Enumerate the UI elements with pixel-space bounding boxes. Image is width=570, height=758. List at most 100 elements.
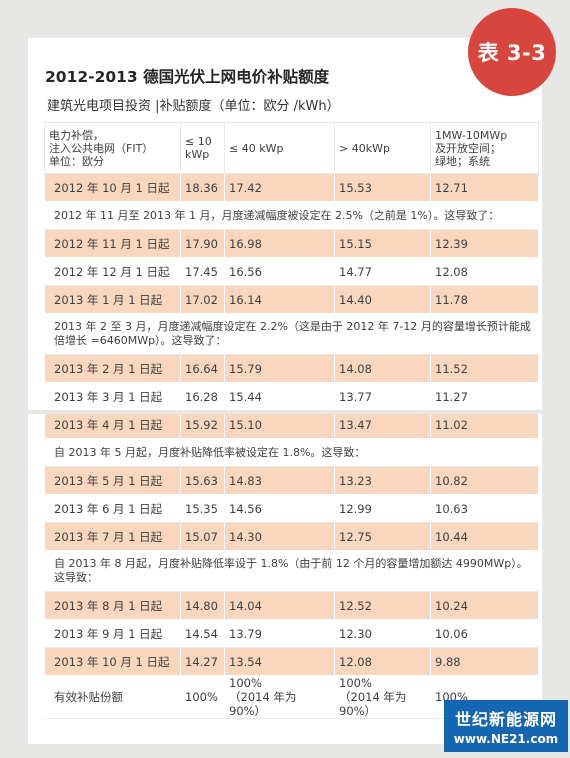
- value-cell: 10.63: [430, 494, 539, 523]
- value-cell: 16.28: [180, 382, 225, 411]
- table-number-badge: 表 3-3: [468, 8, 556, 96]
- table-subtitle: 建筑光电项目投资 |补贴额度（单位：欧分 /kWh）: [47, 99, 340, 114]
- table-row: 2013 年 9 月 1 日起 14.54 13.79 12.30 10.06: [44, 619, 539, 648]
- value-cell: 14.83: [224, 466, 335, 495]
- value-cell: 15.44: [224, 382, 335, 411]
- value-cell: 15.15: [334, 229, 431, 258]
- table-note-row: 2012 年 11 月至 2013 年 1 月，月度递减幅度被设定在 2.5%（…: [44, 201, 539, 230]
- value-cell: 13.23: [334, 466, 431, 495]
- row-label-cell: 2013 年 7 月 1 日起: [44, 522, 181, 551]
- value-cell: 17.02: [180, 285, 225, 314]
- value-cell: 13.47: [334, 410, 431, 439]
- value-cell: 14.08: [334, 354, 431, 383]
- feed-in-tariff-table: 电力补偿， 注入公共电网（FIT） 单位：欧分 ≤ 10 kWp ≤ 40 kW…: [44, 122, 539, 719]
- table-row: 2012 年 10 月 1 日起 18.36 17.42 15.53 12.71: [44, 173, 539, 202]
- value-cell: 14.80: [180, 591, 225, 620]
- value-cell: 11.02: [430, 410, 539, 439]
- value-cell: 14.54: [180, 619, 225, 648]
- value-cell: 10.06: [430, 619, 539, 648]
- note-text: 自 2013 年 5 月起，月度补贴降低率被设定在 1.8%。这导致：: [44, 438, 539, 467]
- value-cell: 12.08: [334, 647, 431, 676]
- header-cell: 电力补偿， 注入公共电网（FIT） 单位：欧分: [44, 122, 181, 174]
- value-cell: 14.40: [334, 285, 431, 314]
- table-row: 2012 年 12 月 1 日起 17.45 16.56 14.77 12.08: [44, 257, 539, 286]
- value-cell: 17.42: [224, 173, 335, 202]
- value-cell: 12.30: [334, 619, 431, 648]
- value-cell: 13.79: [224, 619, 335, 648]
- logo-name: 世纪新能源网: [454, 710, 557, 729]
- table-row: 2013 年 6 月 1 日起 15.35 14.56 12.99 10.63: [44, 494, 539, 523]
- row-label-cell: 2013 年 5 月 1 日起: [44, 466, 181, 495]
- row-label-cell: 2013 年 10 月 1 日起: [44, 647, 181, 676]
- value-cell: 12.52: [334, 591, 431, 620]
- row-label-cell: 2013 年 4 月 1 日起: [44, 410, 181, 439]
- value-cell: 10.44: [430, 522, 539, 551]
- ne21-logo: 世纪新能源网 www.NE21.com: [444, 700, 568, 752]
- table-note-row: 自 2013 年 5 月起，月度补贴降低率被设定在 1.8%。这导致：: [44, 438, 539, 467]
- value-cell: 15.92: [180, 410, 225, 439]
- value-cell: 14.56: [224, 494, 335, 523]
- row-label-cell: 2013 年 1 月 1 日起: [44, 285, 181, 314]
- note-text: 2013 年 2 至 3 月，月度递减幅度设定在 2.2%（这是由于 2012 …: [44, 313, 539, 355]
- row-label-cell: 2013 年 3 月 1 日起: [44, 382, 181, 411]
- value-cell: 15.63: [180, 466, 225, 495]
- value-cell: 12.39: [430, 229, 539, 258]
- value-cell: 12.08: [430, 257, 539, 286]
- value-cell: 100% （2014 年为 90%）: [224, 675, 335, 719]
- table-row: 2012 年 11 月 1 日起 17.90 16.98 15.15 12.39: [44, 229, 539, 258]
- table-row: 2013 年 7 月 1 日起 15.07 14.30 12.75 10.44: [44, 522, 539, 551]
- row-label-cell: 2013 年 9 月 1 日起: [44, 619, 181, 648]
- header-cell: ≤ 40 kWp: [224, 122, 335, 174]
- value-cell: 14.77: [334, 257, 431, 286]
- value-cell: 16.14: [224, 285, 335, 314]
- value-cell: 16.98: [224, 229, 335, 258]
- value-cell: 15.10: [224, 410, 335, 439]
- value-cell: 14.27: [180, 647, 225, 676]
- table-row: 2013 年 2 月 1 日起 16.64 15.79 14.08 11.52: [44, 354, 539, 383]
- value-cell: 11.52: [430, 354, 539, 383]
- value-cell: 100% （2014 年为 90%）: [334, 675, 431, 719]
- table-row: 2013 年 5 月 1 日起 15.63 14.83 13.23 10.82: [44, 466, 539, 495]
- table-row: 2013 年 8 月 1 日起 14.80 14.04 12.52 10.24: [44, 591, 539, 620]
- value-cell: 15.35: [180, 494, 225, 523]
- table-row: 有效补贴份额 100% 100% （2014 年为 90%） 100% （2014 年…: [44, 675, 539, 719]
- table-row: 2013 年 4 月 1 日起 15.92 15.10 13.47 11.02: [44, 410, 539, 439]
- value-cell: 15.53: [334, 173, 431, 202]
- value-cell: 10.82: [430, 466, 539, 495]
- table-note-row: 2013 年 2 至 3 月，月度递减幅度设定在 2.2%（这是由于 2012 …: [44, 313, 539, 355]
- row-label-cell: 2012 年 11 月 1 日起: [44, 229, 181, 258]
- note-text: 2012 年 11 月至 2013 年 1 月，月度递减幅度被设定在 2.5%（…: [44, 201, 539, 230]
- value-cell: 9.88: [430, 647, 539, 676]
- value-cell: 18.36: [180, 173, 225, 202]
- table-note-row: 自 2013 年 8 月起，月度补贴降低率设于 1.8%（由于前 12 个月的容…: [44, 550, 539, 592]
- value-cell: 15.07: [180, 522, 225, 551]
- header-cell: 1MW-10MWp 及开放空间； 绿地；系统: [430, 122, 539, 174]
- table-row: 2013 年 10 月 1 日起 14.27 13.54 12.08 9.88: [44, 647, 539, 676]
- row-label-cell: 有效补贴份额: [44, 675, 181, 719]
- value-cell: 12.71: [430, 173, 539, 202]
- row-label-cell: 2012 年 12 月 1 日起: [44, 257, 181, 286]
- row-label-cell: 2013 年 2 月 1 日起: [44, 354, 181, 383]
- value-cell: 14.30: [224, 522, 335, 551]
- value-cell: 17.45: [180, 257, 225, 286]
- table-header-row: 电力补偿， 注入公共电网（FIT） 单位：欧分 ≤ 10 kWp ≤ 40 kW…: [44, 122, 539, 174]
- value-cell: 12.99: [334, 494, 431, 523]
- table-title: 2012-2013 德国光伏上网电价补贴额度: [45, 68, 330, 86]
- header-cell: ≤ 10 kWp: [180, 122, 225, 174]
- table-row: 2013 年 3 月 1 日起 16.28 15.44 13.77 11.27: [44, 382, 539, 411]
- value-cell: 17.90: [180, 229, 225, 258]
- value-cell: 11.27: [430, 382, 539, 411]
- header-cell: > 40kWp: [334, 122, 431, 174]
- value-cell: 15.79: [224, 354, 335, 383]
- row-label-cell: 2013 年 6 月 1 日起: [44, 494, 181, 523]
- value-cell: 16.56: [224, 257, 335, 286]
- table-row: 2013 年 1 月 1 日起 17.02 16.14 14.40 11.78: [44, 285, 539, 314]
- value-cell: 11.78: [430, 285, 539, 314]
- value-cell: 14.04: [224, 591, 335, 620]
- note-text: 自 2013 年 8 月起，月度补贴降低率设于 1.8%（由于前 12 个月的容…: [44, 550, 539, 592]
- row-label-cell: 2013 年 8 月 1 日起: [44, 591, 181, 620]
- value-cell: 13.54: [224, 647, 335, 676]
- image-seam: [0, 410, 570, 414]
- logo-url: www.NE21.com: [453, 732, 559, 746]
- row-label-cell: 2012 年 10 月 1 日起: [44, 173, 181, 202]
